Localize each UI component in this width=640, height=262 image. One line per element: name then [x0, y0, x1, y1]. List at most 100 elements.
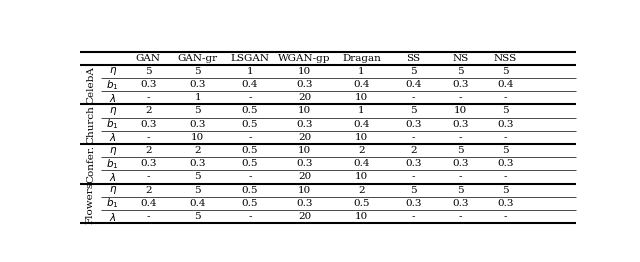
Text: 5: 5	[195, 186, 201, 195]
Text: 10: 10	[191, 133, 204, 142]
Text: -: -	[147, 172, 150, 182]
Text: 0.4: 0.4	[405, 80, 422, 89]
Text: 2: 2	[358, 146, 365, 155]
Text: 0.5: 0.5	[242, 146, 258, 155]
Text: 1: 1	[358, 67, 365, 76]
Text: $\eta$: $\eta$	[109, 105, 117, 117]
Text: 2: 2	[410, 146, 417, 155]
Text: WGAN-gp: WGAN-gp	[278, 54, 331, 63]
Text: 10: 10	[298, 186, 311, 195]
Text: -: -	[459, 172, 463, 182]
Text: 5: 5	[502, 106, 509, 116]
Text: GAN-gr: GAN-gr	[178, 54, 218, 63]
Text: 0.4: 0.4	[242, 80, 258, 89]
Text: 0.3: 0.3	[497, 159, 513, 168]
Text: 2: 2	[145, 146, 152, 155]
Text: 5: 5	[458, 146, 464, 155]
Text: 5: 5	[410, 186, 417, 195]
Text: 1: 1	[195, 93, 201, 102]
Text: Dragan: Dragan	[342, 54, 381, 63]
Text: LSGAN: LSGAN	[230, 54, 269, 63]
Text: 0.4: 0.4	[353, 159, 370, 168]
Text: -: -	[147, 212, 150, 221]
Text: 20: 20	[298, 93, 311, 102]
Text: -: -	[248, 133, 252, 142]
Text: $\lambda$: $\lambda$	[109, 131, 116, 143]
Text: 5: 5	[458, 67, 464, 76]
Text: 5: 5	[502, 186, 509, 195]
Text: 0.4: 0.4	[189, 199, 206, 208]
Text: -: -	[248, 93, 252, 102]
Text: 10: 10	[298, 146, 311, 155]
Text: 5: 5	[195, 67, 201, 76]
Text: -: -	[412, 93, 415, 102]
Text: 0.5: 0.5	[242, 106, 258, 116]
Text: 5: 5	[145, 67, 152, 76]
Text: 5: 5	[502, 146, 509, 155]
Text: 5: 5	[410, 106, 417, 116]
Text: -: -	[504, 93, 507, 102]
Text: Church: Church	[86, 105, 95, 144]
Text: 2: 2	[195, 146, 201, 155]
Text: 0.3: 0.3	[452, 159, 469, 168]
Text: -: -	[412, 133, 415, 142]
Text: 0.5: 0.5	[242, 186, 258, 195]
Text: $\lambda$: $\lambda$	[109, 92, 116, 104]
Text: 0.3: 0.3	[296, 199, 313, 208]
Text: 0.3: 0.3	[189, 120, 206, 129]
Text: 1: 1	[358, 106, 365, 116]
Text: -: -	[504, 172, 507, 182]
Text: $b_1$: $b_1$	[106, 78, 119, 91]
Text: $\eta$: $\eta$	[109, 184, 117, 196]
Text: 1: 1	[246, 67, 253, 76]
Text: $b_1$: $b_1$	[106, 117, 119, 131]
Text: 0.5: 0.5	[353, 199, 370, 208]
Text: 0.4: 0.4	[140, 199, 156, 208]
Text: 5: 5	[410, 67, 417, 76]
Text: NS: NS	[452, 54, 469, 63]
Text: 5: 5	[195, 212, 201, 221]
Text: GAN: GAN	[136, 54, 161, 63]
Text: CelebA: CelebA	[86, 66, 95, 103]
Text: -: -	[504, 133, 507, 142]
Text: 0.3: 0.3	[140, 120, 156, 129]
Text: 0.4: 0.4	[353, 80, 370, 89]
Text: -: -	[459, 212, 463, 221]
Text: 10: 10	[298, 67, 311, 76]
Text: 2: 2	[358, 186, 365, 195]
Text: 0.3: 0.3	[405, 199, 422, 208]
Text: $\eta$: $\eta$	[109, 66, 117, 77]
Text: 0.5: 0.5	[242, 159, 258, 168]
Text: 0.5: 0.5	[242, 120, 258, 129]
Text: 20: 20	[298, 133, 311, 142]
Text: 5: 5	[458, 186, 464, 195]
Text: -: -	[147, 93, 150, 102]
Text: $b_1$: $b_1$	[106, 157, 119, 171]
Text: 0.5: 0.5	[242, 199, 258, 208]
Text: 0.3: 0.3	[296, 80, 313, 89]
Text: $b_1$: $b_1$	[106, 196, 119, 210]
Text: -: -	[459, 93, 463, 102]
Text: 10: 10	[355, 93, 368, 102]
Text: 10: 10	[298, 106, 311, 116]
Text: -: -	[248, 172, 252, 182]
Text: 5: 5	[502, 67, 509, 76]
Text: SS: SS	[406, 54, 420, 63]
Text: 0.3: 0.3	[296, 159, 313, 168]
Text: -: -	[412, 172, 415, 182]
Text: 0.3: 0.3	[140, 159, 156, 168]
Text: -: -	[147, 133, 150, 142]
Text: 2: 2	[145, 186, 152, 195]
Text: 10: 10	[355, 172, 368, 182]
Text: 0.3: 0.3	[296, 120, 313, 129]
Text: 10: 10	[355, 212, 368, 221]
Text: 10: 10	[355, 133, 368, 142]
Text: 0.3: 0.3	[405, 159, 422, 168]
Text: 20: 20	[298, 172, 311, 182]
Text: -: -	[412, 212, 415, 221]
Text: 0.3: 0.3	[497, 199, 513, 208]
Text: 0.3: 0.3	[140, 80, 156, 89]
Text: 0.3: 0.3	[405, 120, 422, 129]
Text: 0.3: 0.3	[189, 159, 206, 168]
Text: 10: 10	[454, 106, 467, 116]
